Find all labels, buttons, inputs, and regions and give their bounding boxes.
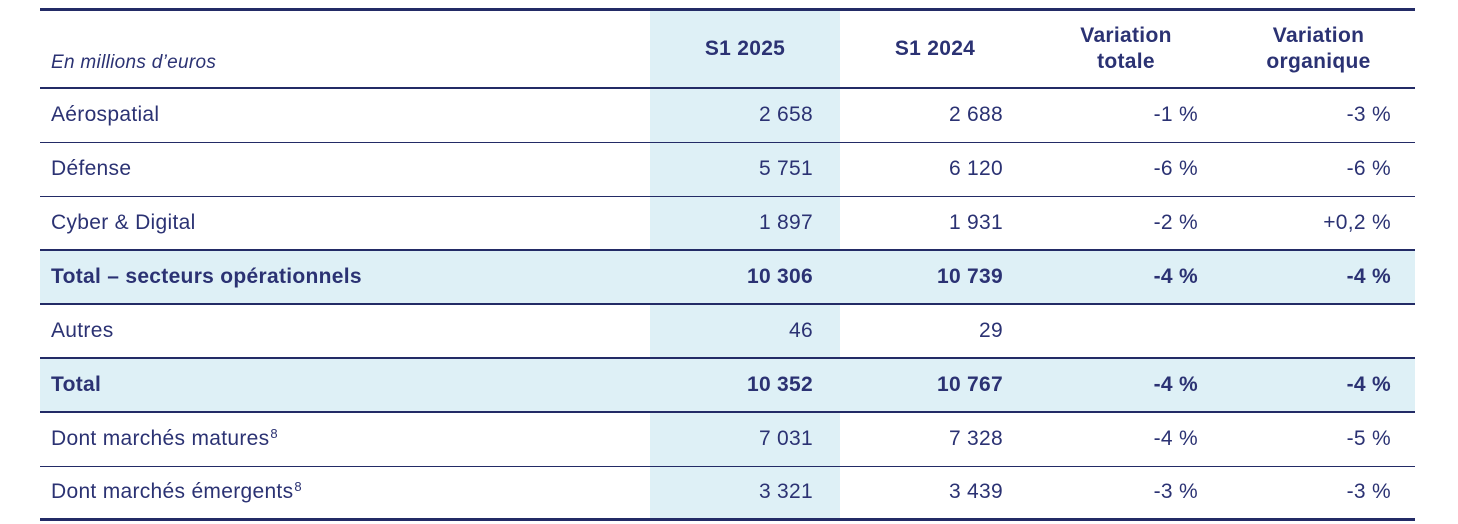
cell-s1-2024: 29 — [979, 318, 1003, 342]
header-variation-organique: Variation organique — [1222, 11, 1415, 87]
table-row-autres: Autres 46 29 — [40, 305, 1415, 359]
cell-s1-2025: 7 031 — [650, 413, 840, 466]
cell-variation-organique: -4 % — [1346, 264, 1391, 288]
cell-variation-totale: -4 % — [1153, 427, 1198, 451]
row-label: Total – secteurs opérationnels — [51, 264, 362, 288]
cell-s1-2025: 1 897 — [650, 197, 840, 249]
header-unit-cell: En millions d’euros — [40, 11, 650, 87]
table-header-row: En millions d’euros S1 2025 S1 2024 Vari… — [40, 11, 1415, 89]
cell-variation-totale: -2 % — [1153, 210, 1198, 234]
header-s1-2024-label: S1 2024 — [894, 36, 976, 60]
footnote-ref: 8 — [294, 479, 302, 495]
header-variation-totale: Variation totale — [1030, 11, 1222, 87]
row-label: Dont marchés matures8 — [51, 426, 278, 451]
cell-s1-2025: 5 751 — [650, 143, 840, 196]
table-row-aerospatial: Aérospatial 2 658 2 688 -1 % -3 % — [40, 89, 1415, 143]
table-row-total: Total 10 352 10 767 -4 % -4 % — [40, 359, 1415, 413]
table-row-marches-matures: Dont marchés matures8 7 031 7 328 -4 % -… — [40, 413, 1415, 467]
table-row-marches-emergents: Dont marchés émergents8 3 321 3 439 -3 %… — [40, 467, 1415, 521]
cell-s1-2024: 7 328 — [948, 427, 1003, 451]
cell-s1-2024: 3 439 — [948, 480, 1003, 504]
header-s1-2025: S1 2025 — [650, 11, 840, 87]
row-label: Défense — [51, 157, 132, 181]
cell-variation-totale — [1030, 305, 1222, 357]
cell-s1-2025: 2 658 — [650, 89, 840, 142]
cell-variation-organique — [1222, 305, 1415, 357]
cell-variation-totale: -4 % — [1153, 372, 1198, 396]
cell-variation-totale: -4 % — [1153, 264, 1198, 288]
cell-s1-2024: 1 931 — [948, 210, 1003, 234]
unit-label: En millions d’euros — [51, 52, 217, 74]
cell-s1-2024: 10 739 — [936, 264, 1003, 288]
cell-variation-organique: -3 % — [1346, 480, 1391, 504]
header-s1-2024: S1 2024 — [840, 11, 1030, 87]
cell-variation-totale: -3 % — [1153, 480, 1198, 504]
cell-s1-2024: 2 688 — [948, 103, 1003, 127]
cell-s1-2024: 10 767 — [936, 372, 1003, 396]
cell-s1-2025: 10 306 — [746, 264, 813, 288]
cell-variation-totale: -6 % — [1153, 157, 1198, 181]
cell-variation-organique: -3 % — [1346, 103, 1391, 127]
cell-variation-organique: -4 % — [1346, 372, 1391, 396]
cell-variation-organique: -5 % — [1346, 427, 1391, 451]
row-label: Aérospatial — [51, 103, 160, 127]
cell-variation-organique: +0,2 % — [1323, 210, 1391, 234]
table-row-cyber-digital: Cyber & Digital 1 897 1 931 -2 % +0,2 % — [40, 197, 1415, 251]
footnote-ref: 8 — [270, 426, 278, 442]
revenue-by-sector-table: En millions d’euros S1 2025 S1 2024 Vari… — [40, 8, 1415, 521]
cell-variation-organique: -6 % — [1346, 157, 1391, 181]
table-row-total-secteurs-operationnels: Total – secteurs opérationnels 10 306 10… — [40, 251, 1415, 305]
cell-s1-2025: 3 321 — [650, 467, 840, 518]
header-variation-totale-label: Variation totale — [1080, 23, 1172, 73]
row-label: Dont marchés émergents8 — [51, 479, 302, 504]
header-s1-2025-label: S1 2025 — [704, 36, 786, 60]
cell-variation-totale: -1 % — [1153, 103, 1198, 127]
cell-s1-2024: 6 120 — [948, 157, 1003, 181]
row-label: Cyber & Digital — [51, 210, 196, 234]
cell-s1-2025: 46 — [650, 305, 840, 357]
header-variation-organique-label: Variation organique — [1266, 23, 1371, 73]
row-label: Total — [51, 372, 102, 396]
table-row-defense: Défense 5 751 6 120 -6 % -6 % — [40, 143, 1415, 197]
row-label: Autres — [51, 318, 114, 342]
cell-s1-2025: 10 352 — [746, 372, 813, 396]
